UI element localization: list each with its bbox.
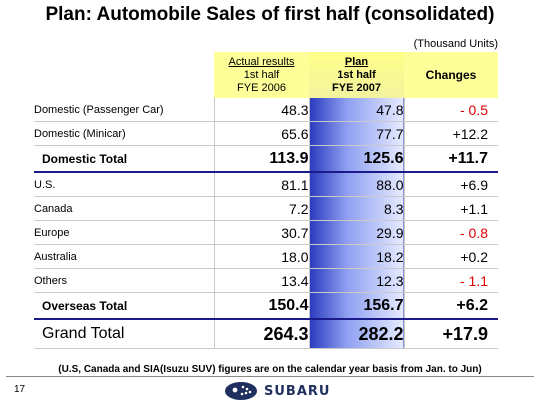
row-label: Domestic (Passenger Car) xyxy=(34,98,214,122)
row-label: U.S. xyxy=(34,172,214,197)
header-empty xyxy=(34,52,214,98)
footnote: (U.S, Canada and SIA(Isuzu SUV) figures … xyxy=(58,364,482,375)
plan-value: 12.3 xyxy=(308,268,404,293)
header-plan-line1: Plan xyxy=(344,55,369,68)
brand-name: SUBARU xyxy=(264,383,331,399)
row-label: Grand Total xyxy=(34,319,214,349)
table-body: Domestic (Passenger Car) 48.3 47.8- 0.5 Dom… xyxy=(34,98,498,349)
table-row: Others 13.4 12.3- 1.1 xyxy=(34,268,498,293)
actual-value: 65.6 xyxy=(213,121,309,146)
table-header-row: Actual results 1st half FYE 2006 Plan 1s… xyxy=(34,52,498,98)
actual-value: 48.3 xyxy=(213,98,309,122)
header-changes: Changes xyxy=(404,52,498,98)
table-row: U.S. 81.1 88.0 +6.9 xyxy=(34,172,498,197)
row-label: Domestic Total xyxy=(34,145,214,173)
change-value: +0.2 xyxy=(403,244,498,269)
row-label: Canada xyxy=(34,196,214,221)
plan-value: 18.2 xyxy=(308,244,404,269)
table-row: Domestic Total 113.9 125.6 +11.7 xyxy=(34,145,498,173)
plan-value: 8.3 xyxy=(308,196,404,221)
header-plan-line2: 1st half xyxy=(337,68,376,81)
page-title: Plan: Automobile Sales of first half (co… xyxy=(45,4,495,25)
plan-value: 282.2 xyxy=(308,319,404,349)
change-value: - 0.8 xyxy=(403,220,498,245)
actual-value: 150.4 xyxy=(213,292,309,320)
row-label: Others xyxy=(34,268,214,293)
plan-value: 156.7 xyxy=(308,292,404,320)
subaru-stars-icon xyxy=(225,382,257,400)
plan-value: 77.7 xyxy=(308,121,404,146)
row-label: Europe xyxy=(34,220,214,245)
plan-value: 47.8 xyxy=(308,98,404,122)
table-row: Australia 18.0 18.2 +0.2 xyxy=(34,244,498,269)
change-value: +6.2 xyxy=(403,292,498,320)
footer-divider xyxy=(6,376,534,377)
subaru-logo: SUBARU xyxy=(224,381,330,401)
change-value: +12.2 xyxy=(403,121,498,146)
table-row: Grand Total 264.3 282.2 +17.9 xyxy=(34,319,498,349)
plan-value: 125.6 xyxy=(308,145,404,173)
table-row: Canada 7.2 8.3 +1.1 xyxy=(34,196,498,221)
table-row: Domestic (Minicar) 65.6 77.7 +12.2 xyxy=(34,121,498,146)
header-actual-line2: 1st half xyxy=(243,68,280,81)
plan-value: 88.0 xyxy=(308,172,404,197)
row-label: Australia xyxy=(34,244,214,269)
plan-value: 29.9 xyxy=(308,220,404,245)
table-row: Overseas Total 150.4 156.7 +6.2 xyxy=(34,292,498,320)
actual-value: 13.4 xyxy=(213,268,309,293)
page-number: 17 xyxy=(14,384,26,395)
actual-value: 113.9 xyxy=(213,145,309,173)
header-plan: Plan 1st half FYE 2007 xyxy=(309,52,404,98)
actual-value: 81.1 xyxy=(213,172,309,197)
change-value: +17.9 xyxy=(403,319,498,349)
change-value: - 1.1 xyxy=(403,268,498,293)
header-plan-line3: FYE 2007 xyxy=(332,81,381,94)
units-label: (Thousand Units) xyxy=(413,38,498,50)
change-value: +6.9 xyxy=(403,172,498,197)
header-actual-results: Actual results 1st half FYE 2006 xyxy=(214,52,309,98)
sales-table: Actual results 1st half FYE 2006 Plan 1s… xyxy=(34,52,498,349)
table-row: Domestic (Passenger Car) 48.3 47.8- 0.5 xyxy=(34,98,498,122)
actual-value: 30.7 xyxy=(213,220,309,245)
table-row: Europe 30.7 29.9- 0.8 xyxy=(34,220,498,245)
actual-value: 264.3 xyxy=(213,319,309,349)
header-actual-line3: FYE 2006 xyxy=(237,81,286,94)
actual-value: 7.2 xyxy=(213,196,309,221)
header-actual-line1: Actual results xyxy=(228,55,295,68)
change-value: +11.7 xyxy=(403,145,498,173)
row-label: Overseas Total xyxy=(34,292,214,320)
change-value: - 0.5 xyxy=(403,98,498,122)
change-value: +1.1 xyxy=(403,196,498,221)
row-label: Domestic (Minicar) xyxy=(34,121,214,146)
actual-value: 18.0 xyxy=(213,244,309,269)
